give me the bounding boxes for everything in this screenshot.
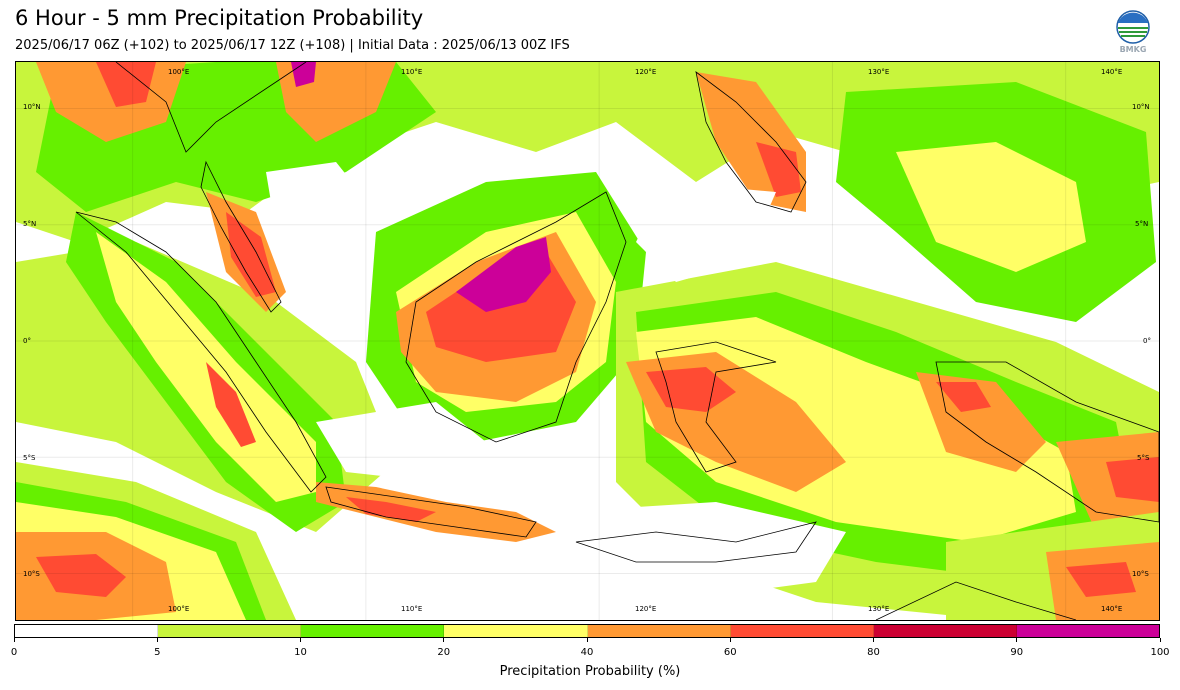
lat-label-left-10n: 10°N — [23, 103, 41, 111]
colorbar-tick-10: 10 — [294, 647, 307, 658]
colorbar-tickmark-1 — [156, 638, 158, 642]
lon-label-bottom-140: 140°E — [1101, 605, 1123, 613]
colorbar-tick-0: 0 — [10, 647, 18, 658]
coast-borneo — [405, 191, 627, 443]
field-yellow-ne — [896, 142, 1086, 272]
colorbar-segment-2 — [301, 625, 445, 637]
colorbar-tickmark-8 — [1159, 638, 1161, 642]
colorbar-tick-20: 20 — [437, 647, 451, 658]
field-white-java-sea — [316, 402, 486, 482]
colorbar-segment-0 — [15, 625, 159, 637]
lat-label-right-10n: 10°N — [1132, 103, 1150, 111]
field-white-celebes — [636, 182, 776, 282]
colorbar-tickmark-2 — [300, 638, 301, 642]
field-red-sumatra — [206, 362, 256, 447]
colorbar-tick-40: 40 — [580, 647, 594, 658]
field-red-malaya — [226, 212, 276, 297]
colorbar-tick-100: 100 — [1150, 647, 1170, 658]
colorbar-tick-60: 60 — [723, 647, 737, 658]
lat-label-right-10s: 10°S — [1132, 570, 1149, 578]
colorbar-tickmark-4 — [586, 638, 588, 642]
colorbar-segment-4 — [587, 625, 731, 637]
lat-label-left-5n: 5°N — [23, 220, 37, 228]
colorbar-tick-80: 80 — [867, 647, 880, 658]
chart-subtitle: 2025/06/17 06Z (+102) to 2025/06/17 12Z … — [15, 38, 570, 53]
lon-label-bottom-100: 100°E — [168, 605, 190, 613]
field-white-scs — [266, 162, 376, 252]
lat-label-left-0: 0° — [23, 337, 31, 345]
coast-philippines — [695, 71, 807, 213]
probability-fields — [16, 62, 1159, 620]
field-red-indochina — [96, 62, 156, 107]
bmkg-logo: BMKG — [1113, 10, 1153, 56]
precipitation-map: 100°E 110°E 120°E 130°E 140°E 100°E 110°… — [15, 61, 1160, 621]
field-white-flores — [556, 502, 846, 602]
field-orange-arafura — [1056, 432, 1159, 532]
gridlines — [16, 62, 1159, 620]
coast-sulawesi — [655, 341, 777, 473]
lon-label-bottom-120: 120°E — [635, 605, 657, 613]
map-canvas — [16, 62, 1159, 620]
field-red-sw — [36, 554, 126, 597]
lat-label-left-10s: 10°S — [23, 570, 40, 578]
field-red-philippines — [756, 142, 801, 197]
coast-sumatra — [75, 211, 327, 493]
colorbar-segment-5 — [730, 625, 874, 637]
lon-label-bottom-110: 110°E — [401, 605, 423, 613]
lat-label-right-0: 0° — [1143, 337, 1151, 345]
field-red-papua — [936, 382, 991, 412]
field-red-se — [1066, 562, 1136, 597]
field-red-java — [346, 497, 436, 522]
lat-label-right-5s: 5°S — [1137, 454, 1150, 462]
lon-label-top-110: 110°E — [401, 68, 423, 76]
coast-timor — [575, 521, 817, 563]
lon-label-bottom-130: 130°E — [868, 605, 890, 613]
colorbar-tickmark-7 — [1016, 638, 1018, 642]
colorbar-label: Precipitation Probability (%) — [499, 664, 681, 679]
field-magenta-borneo — [456, 237, 551, 312]
bmkg-logo-icon — [1116, 10, 1150, 44]
colorbar-tickmark-6 — [873, 638, 874, 642]
coast-indochina — [115, 62, 307, 153]
lon-label-top-120: 120°E — [635, 68, 657, 76]
colorbar-segment-3 — [444, 625, 588, 637]
lon-label-top-140: 140°E — [1101, 68, 1123, 76]
coast-papua — [935, 361, 1159, 523]
colorbar-tickmark-0 — [13, 638, 15, 642]
field-red-sulawesi — [646, 367, 736, 412]
coastlines — [75, 62, 1159, 620]
colorbar — [14, 624, 1160, 638]
colorbar-segment-1 — [158, 625, 302, 637]
colorbar-tick-5: 5 — [154, 647, 161, 658]
coast-java — [325, 486, 537, 538]
colorbar-tick-90: 90 — [1010, 647, 1024, 658]
colorbar-segment-6 — [873, 625, 1017, 637]
field-yellow-sumatra — [96, 232, 316, 502]
colorbar-tickmark-5 — [729, 638, 731, 642]
colorbar-segment-7 — [1016, 625, 1159, 637]
lat-label-left-5s: 5°S — [23, 454, 36, 462]
field-red-arafura — [1106, 457, 1159, 502]
lon-label-top-100: 100°E — [168, 68, 190, 76]
chart-title: 6 Hour - 5 mm Precipitation Probability — [15, 6, 424, 30]
coast-malaya — [200, 160, 282, 313]
coast-australia — [875, 581, 1077, 620]
lon-label-top-130: 130°E — [868, 68, 890, 76]
colorbar-tickmark-3 — [443, 638, 445, 642]
lat-label-right-5n: 5°N — [1135, 220, 1149, 228]
logo-text: BMKG — [1119, 45, 1147, 54]
